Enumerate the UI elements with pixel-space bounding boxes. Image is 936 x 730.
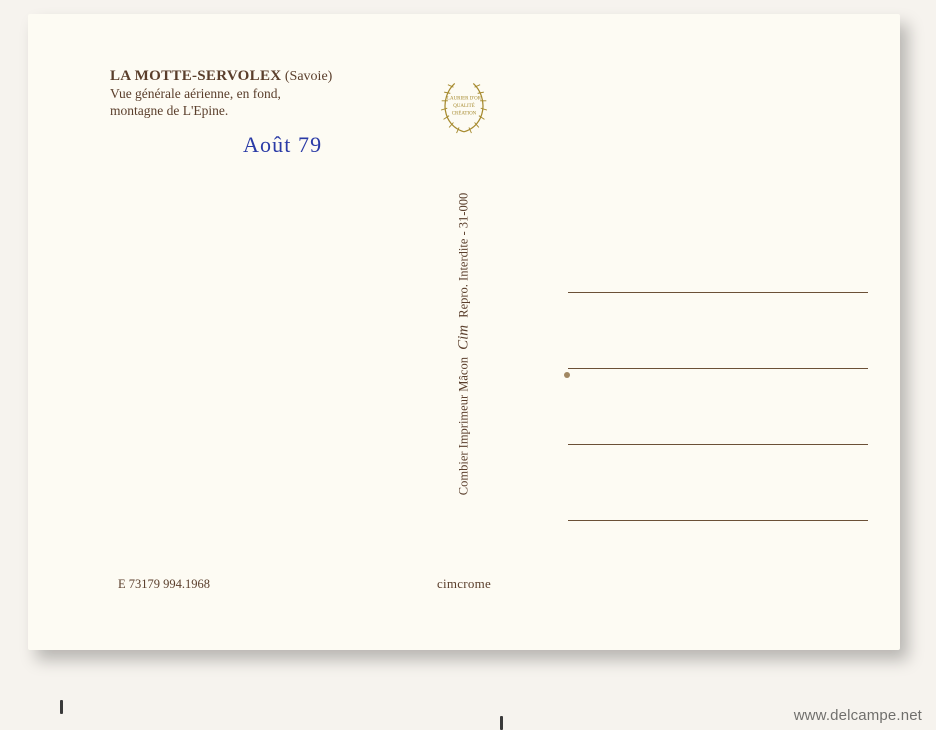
- place-name: LA MOTTE-SERVOLEX: [110, 68, 281, 84]
- handwritten-date: Août 79: [243, 132, 322, 158]
- caption-line3: montagne de L'Epine.: [110, 103, 332, 120]
- caption-line1: LA MOTTE-SERVOLEX (Savoie): [110, 66, 332, 86]
- publisher-right: Repro. Interdite - 31-000: [457, 193, 471, 318]
- process-name: cimcrome: [437, 576, 491, 592]
- reference-code: E 73179 994.1968: [118, 577, 210, 592]
- watermark-text: www.delcampe.net: [794, 707, 922, 724]
- edge-mark: [60, 700, 63, 714]
- caption-block: LA MOTTE-SERVOLEX (Savoie) Vue générale …: [110, 66, 332, 120]
- address-line: [568, 368, 868, 369]
- address-line: [568, 444, 868, 445]
- wreath-text-1: LAURIER D'OR: [447, 97, 482, 102]
- address-line: [568, 520, 868, 521]
- edge-mark: [500, 716, 503, 730]
- laurel-wreath-icon: LAURIER D'OR QUALITÉ CRÉATION: [433, 76, 495, 138]
- postcard-back: LA MOTTE-SERVOLEX (Savoie) Vue générale …: [28, 14, 900, 650]
- publisher-divider-text: Combier Imprimeur Mâcon Cim Repro. Inter…: [456, 193, 473, 495]
- caption-line2: Vue générale aérienne, en fond,: [110, 86, 332, 103]
- stain-spot: [564, 372, 570, 378]
- address-line: [568, 292, 868, 293]
- wreath-text-3: CRÉATION: [452, 110, 477, 116]
- publisher-brand: Cim: [456, 321, 472, 354]
- publisher-left: Combier Imprimeur Mâcon: [457, 357, 471, 495]
- region-name: (Savoie): [281, 69, 332, 84]
- wreath-text-2: QUALITÉ: [453, 103, 474, 109]
